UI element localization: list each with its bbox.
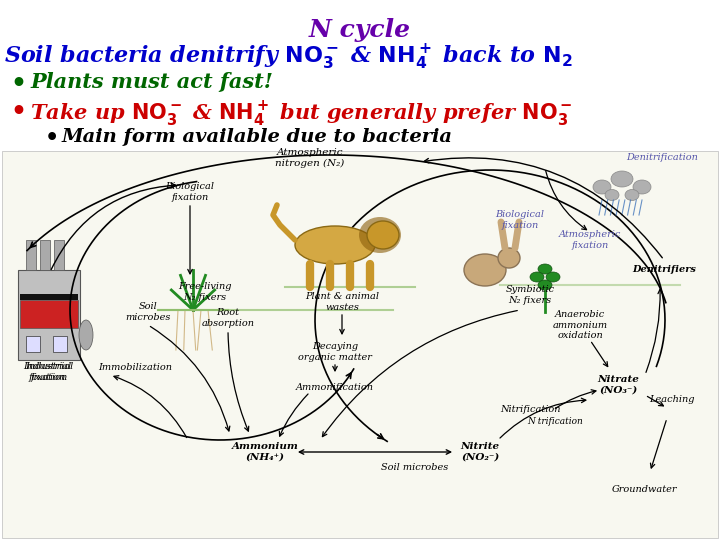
Text: •: •: [10, 100, 26, 124]
Ellipse shape: [593, 180, 611, 194]
Ellipse shape: [625, 190, 639, 200]
Text: Take up $\mathbf{NO_3^-}$ & $\mathbf{NH_4^+}$ but generally prefer $\mathbf{NO_3: Take up $\mathbf{NO_3^-}$ & $\mathbf{NH_…: [30, 100, 572, 129]
FancyBboxPatch shape: [53, 336, 67, 352]
Text: Soil bacteria denitrify $\mathbf{NO_3^-}$ & $\mathbf{NH_4^+}$ back to $\mathbf{N: Soil bacteria denitrify $\mathbf{NO_3^-}…: [4, 43, 572, 72]
Text: Root
absorption: Root absorption: [202, 308, 254, 328]
Text: Plants must act fast!: Plants must act fast!: [30, 72, 273, 92]
FancyBboxPatch shape: [40, 240, 50, 270]
Text: Plant & animal
wastes: Plant & animal wastes: [305, 292, 379, 312]
Text: N cycle: N cycle: [309, 18, 411, 42]
Text: Immobilization: Immobilization: [98, 363, 172, 373]
FancyBboxPatch shape: [18, 270, 80, 360]
Text: Soil microbes: Soil microbes: [382, 463, 449, 472]
Ellipse shape: [530, 272, 544, 282]
Text: Soil
microbes: Soil microbes: [125, 302, 171, 322]
FancyBboxPatch shape: [20, 300, 78, 328]
Text: •: •: [45, 128, 59, 148]
FancyBboxPatch shape: [54, 240, 64, 270]
Text: Main form available due to bacteria: Main form available due to bacteria: [62, 128, 453, 146]
Text: Leaching: Leaching: [649, 395, 695, 404]
Text: Ammonification: Ammonification: [296, 382, 374, 392]
Text: N trification: N trification: [527, 417, 583, 427]
Ellipse shape: [633, 180, 651, 194]
Text: Decaying
organic matter: Decaying organic matter: [298, 342, 372, 362]
FancyBboxPatch shape: [2, 151, 718, 538]
Text: Biological
fixation: Biological fixation: [166, 183, 215, 202]
Ellipse shape: [367, 221, 399, 249]
Text: Industrial
fixation: Industrial fixation: [23, 362, 71, 382]
Text: Ammonium
(NH₄⁺): Ammonium (NH₄⁺): [232, 442, 298, 462]
Text: Denitrifiers: Denitrifiers: [632, 266, 696, 274]
FancyBboxPatch shape: [20, 294, 78, 300]
Text: Nitrite
(NO₂⁻): Nitrite (NO₂⁻): [460, 442, 500, 462]
Ellipse shape: [546, 272, 560, 282]
FancyBboxPatch shape: [26, 240, 36, 270]
Ellipse shape: [79, 320, 93, 350]
Text: Biological
fixation: Biological fixation: [495, 210, 544, 230]
Ellipse shape: [464, 254, 506, 286]
Text: Symbiotic
N₂ fixers: Symbiotic N₂ fixers: [505, 285, 554, 305]
Text: Nitrate
(NO₃⁻): Nitrate (NO₃⁻): [597, 375, 639, 395]
Text: Denitrification: Denitrification: [626, 152, 698, 161]
FancyBboxPatch shape: [26, 336, 40, 352]
Ellipse shape: [538, 264, 552, 274]
Text: Anaerobic
ammonium
oxidation: Anaerobic ammonium oxidation: [552, 310, 608, 340]
Text: •: •: [10, 72, 26, 96]
Ellipse shape: [611, 171, 633, 187]
Text: Atmospheric
fixation: Atmospheric fixation: [559, 230, 621, 249]
Text: Atmospheric
nitrogen (N₂): Atmospheric nitrogen (N₂): [275, 148, 345, 168]
Text: Industrial
fixation: Industrial fixation: [25, 362, 73, 382]
Ellipse shape: [359, 217, 401, 253]
Ellipse shape: [498, 248, 520, 268]
Text: Free-living
N₂ fixers: Free-living N₂ fixers: [179, 282, 232, 302]
Ellipse shape: [295, 226, 375, 264]
Text: Groundwater: Groundwater: [612, 485, 678, 495]
Ellipse shape: [605, 190, 619, 200]
Text: Nitrification: Nitrification: [500, 406, 560, 415]
Ellipse shape: [538, 280, 552, 290]
